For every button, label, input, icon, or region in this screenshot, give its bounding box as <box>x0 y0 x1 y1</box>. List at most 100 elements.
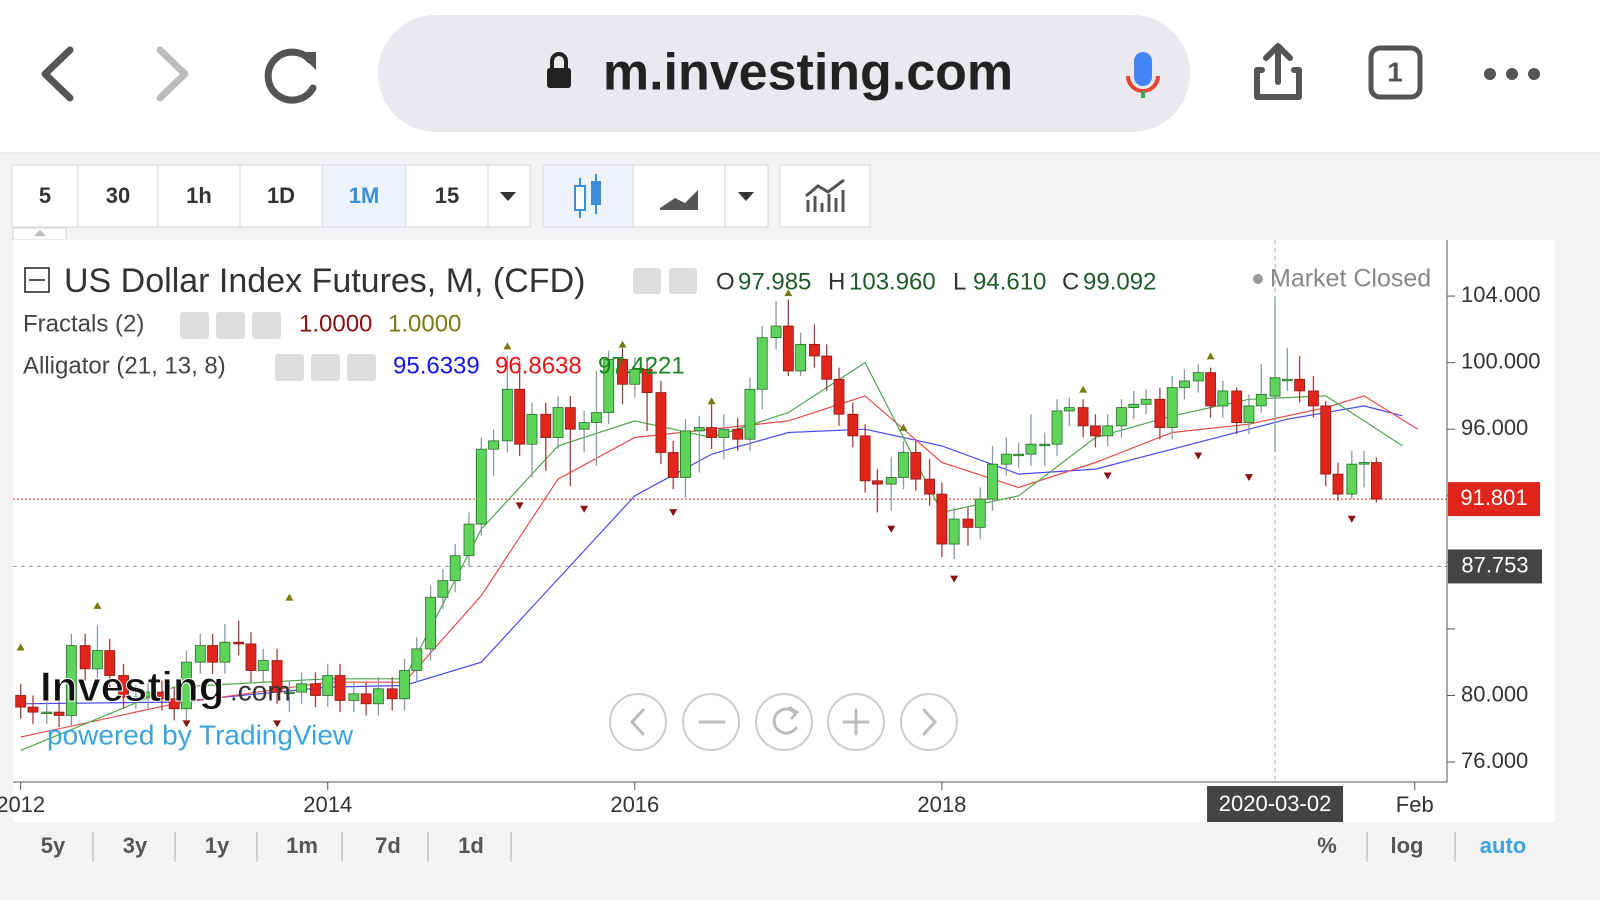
candle-body <box>283 691 295 695</box>
nav-button[interactable] <box>609 693 667 751</box>
ohlc-value: 99.092 <box>1083 268 1156 295</box>
indicator-name: Fractals (2) <box>23 310 144 337</box>
candle-body <box>667 452 679 478</box>
fractal-marker <box>1103 472 1112 480</box>
candle-body <box>1192 372 1204 382</box>
dropdown-arrow <box>500 192 516 201</box>
interval-button[interactable] <box>239 164 323 228</box>
y-tick-label: 76.000 <box>1461 748 1528 773</box>
x-tick-label: 2016 <box>610 792 659 817</box>
candle-body <box>1102 425 1114 437</box>
tabs-button[interactable] <box>1368 45 1423 100</box>
interval-button[interactable] <box>11 164 79 228</box>
candle-body <box>540 413 552 438</box>
scale-option[interactable]: log <box>1391 833 1424 858</box>
range-button[interactable]: 3y <box>123 833 148 858</box>
candle-body <box>194 645 206 663</box>
line-style-button[interactable] <box>632 164 726 228</box>
candle-body <box>1000 453 1012 465</box>
candle-body <box>987 463 998 500</box>
address-bar[interactable] <box>378 15 1190 132</box>
candle-body <box>348 693 360 701</box>
y-tick-label: 80.000 <box>1461 681 1528 706</box>
range-button[interactable]: 1d <box>458 833 484 858</box>
indicator-icon[interactable] <box>180 312 209 339</box>
candle-body <box>680 430 691 478</box>
candle-body <box>578 422 590 430</box>
indicator-icon[interactable] <box>216 312 245 339</box>
market-status: Market Closed <box>1270 265 1431 293</box>
crosshair-date-tag <box>1207 786 1344 822</box>
range-button[interactable]: 1y <box>205 833 230 858</box>
interval-label: 5 <box>39 183 51 208</box>
fractal-marker <box>273 720 282 728</box>
reload-button[interactable] <box>264 48 317 104</box>
candle-style-button[interactable] <box>542 164 634 228</box>
mic-icon[interactable] <box>1126 52 1160 98</box>
fractal-marker <box>707 397 716 405</box>
candle-body <box>245 643 257 671</box>
back-button[interactable] <box>41 46 74 102</box>
scale-option[interactable]: % <box>1317 833 1337 858</box>
indicator-icon[interactable] <box>252 312 281 339</box>
scale-option[interactable]: auto <box>1480 833 1526 858</box>
indicator-icon[interactable] <box>311 354 340 381</box>
candle-body <box>92 650 103 670</box>
axes: 76.000 80.000 96.000 100.000 104.000 2012 2014… <box>0 282 1542 822</box>
candle-body <box>1090 425 1101 437</box>
ohlc-value: 103.960 <box>849 268 936 295</box>
candle-body <box>1358 462 1370 465</box>
share-button[interactable] <box>1254 43 1302 100</box>
indicator-icon[interactable] <box>347 354 376 381</box>
y-tick-label: 100.000 <box>1461 348 1541 373</box>
candle-body <box>859 435 871 482</box>
crosshair-date-label: 2020-03-02 <box>1219 791 1332 816</box>
candle-body <box>1320 405 1332 475</box>
candle-body <box>948 518 960 545</box>
candle-body <box>271 660 283 693</box>
interval-label: 15 <box>435 183 459 208</box>
candle-body <box>744 388 756 440</box>
menu-button[interactable] <box>1484 68 1540 80</box>
candle-body <box>79 645 91 670</box>
candle-body <box>463 523 475 557</box>
tab-count: 1 <box>1387 56 1403 87</box>
interval-button[interactable] <box>405 164 489 228</box>
interval-button[interactable] <box>77 164 159 228</box>
candle-body <box>475 448 487 525</box>
candle-body <box>974 498 986 528</box>
indicator-icon[interactable] <box>275 354 304 381</box>
fractal-marker <box>16 643 25 651</box>
dropdown-arrow <box>738 192 754 201</box>
candle-body <box>1217 390 1229 407</box>
candle-body <box>437 580 449 598</box>
watermark-brand: Investing <box>40 663 224 710</box>
x-tick-label: 2018 <box>917 792 966 817</box>
candle-body <box>693 427 705 432</box>
candle-body <box>449 555 461 582</box>
ohlc-key: O <box>716 268 735 295</box>
candle-icon <box>591 181 601 205</box>
interval-label: 1h <box>186 183 212 208</box>
candle-body <box>655 392 667 453</box>
candle-body <box>1243 405 1255 423</box>
fractal-marker <box>182 720 191 728</box>
interval-button[interactable] <box>157 164 241 228</box>
range-button[interactable]: 5y <box>41 833 66 858</box>
forward-button[interactable] <box>156 46 189 102</box>
indicators-button[interactable] <box>779 164 871 228</box>
range-button[interactable]: 1m <box>286 833 318 858</box>
candle-body <box>1269 377 1281 397</box>
candle-body <box>65 645 77 716</box>
indicator-value: 1.0000 <box>388 310 461 337</box>
collapse-icon[interactable] <box>24 267 50 293</box>
fractal-marker <box>618 340 627 348</box>
indicator-value: 1.0000 <box>299 310 372 337</box>
y-tick-label: 96.000 <box>1461 415 1528 440</box>
nav-button[interactable] <box>755 693 813 751</box>
range-button[interactable]: 7d <box>375 833 401 858</box>
nav-button[interactable] <box>900 693 958 751</box>
interval-label: 30 <box>106 183 130 208</box>
interval-button[interactable] <box>321 164 407 228</box>
